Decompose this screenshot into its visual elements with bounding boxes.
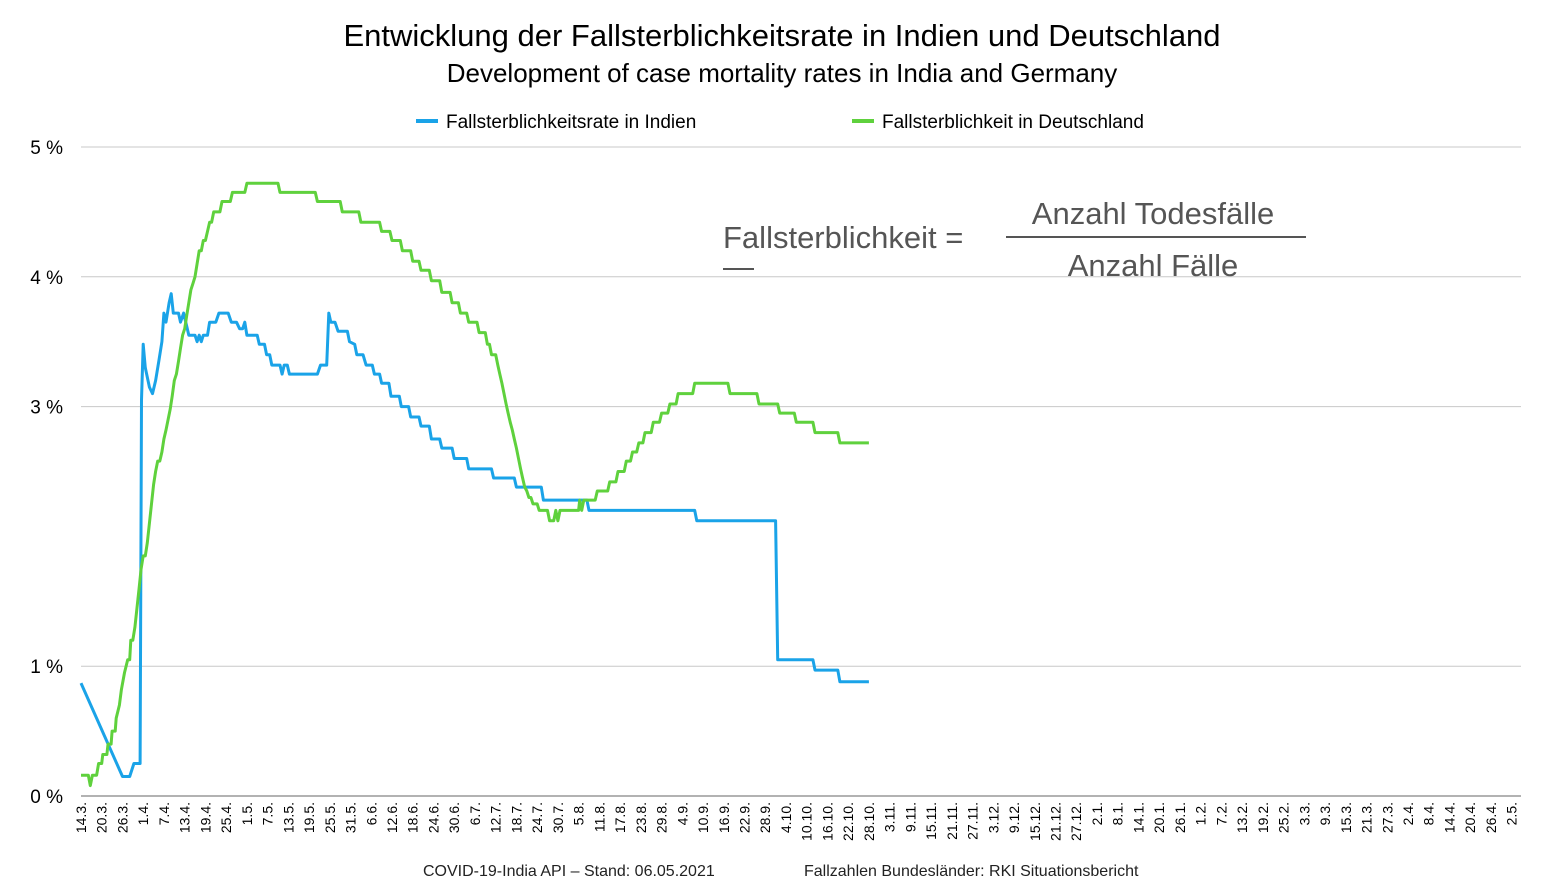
x-tick-label: 13.4. [177, 802, 193, 833]
x-tick-label: 23.8. [633, 802, 649, 833]
x-tick-label: 15.11. [923, 802, 939, 840]
x-tick-label: 20.1. [1151, 802, 1167, 833]
x-tick-label: 18.6. [405, 802, 421, 833]
x-tick-label: 31.5. [343, 802, 359, 833]
x-tick-label: 29.8. [654, 802, 670, 833]
y-tick-label: 5 % [30, 138, 63, 159]
x-tick-label: 28.10. [861, 802, 877, 841]
x-tick-label: 12.6. [384, 802, 400, 833]
x-tick-label: 3.3. [1296, 802, 1312, 825]
x-tick-label: 3.11. [882, 802, 898, 832]
series-line-germany [81, 181, 869, 788]
x-tick-label: 7.2. [1213, 802, 1229, 825]
x-tick-label: 13.2. [1234, 802, 1250, 833]
x-tick-label: 28.9. [757, 802, 773, 833]
x-tick-label: 2.5. [1504, 802, 1520, 825]
x-tick-label: 3.12. [985, 802, 1001, 833]
legend-label-germany: Fallsterblichkeit in Deutschland [882, 112, 1144, 133]
x-tick-label: 12.7. [488, 802, 504, 833]
x-tick-label: 8.1. [1110, 802, 1126, 825]
x-tick-label: 6.6. [363, 802, 379, 825]
x-tick-label: 5.8. [571, 802, 587, 825]
x-tick-label: 6.7. [467, 802, 483, 825]
x-tick-label: 10.10. [799, 802, 815, 841]
x-tick-label: 16.9. [716, 802, 732, 833]
x-tick-label: 9.11. [902, 802, 918, 832]
source-left: COVID-19-India API – Stand: 06.05.2021 [423, 863, 715, 880]
x-tick-label: 19.4. [197, 802, 213, 833]
x-tick-label: 21.12. [1048, 802, 1064, 841]
x-tick-label: 27.11. [965, 802, 981, 840]
y-axis: 0 % 1 % 3 % 4 % 5 % [30, 138, 63, 808]
x-tick-label: 7.5. [260, 802, 276, 825]
x-tick-label: 8.4. [1421, 802, 1437, 825]
x-tick-label: 21.3. [1359, 802, 1375, 833]
legend: Fallsterblichkeitsrate in Indien Fallste… [416, 112, 1144, 133]
x-tick-label: 16.10. [819, 802, 835, 841]
formula-denominator: Anzahl Fälle [1068, 248, 1239, 283]
x-tick-label: 25.4. [218, 802, 234, 833]
x-tick-label: 20.4. [1462, 802, 1478, 833]
formula-annotation: Fallsterblichkeit = — Anzahl Todesfälle … [723, 196, 1306, 284]
x-tick-label: 30.6. [446, 802, 462, 833]
legend-label-india: Fallsterblichkeitsrate in Indien [446, 112, 696, 133]
x-tick-label: 14.3. [73, 802, 89, 833]
x-tick-label: 10.9. [695, 802, 711, 833]
x-tick-label: 9.3. [1317, 802, 1333, 825]
x-tick-label: 14.4. [1441, 802, 1457, 833]
chart-subtitle: Development of case mortality rates in I… [446, 58, 1118, 88]
x-tick-label: 30.7. [550, 802, 566, 833]
y-tick-label: 4 % [30, 268, 63, 289]
x-tick-label: 27.12. [1068, 802, 1084, 841]
source-right: Fallzahlen Bundesländer: RKI Situationsb… [804, 863, 1139, 880]
x-tick-label: 24.6. [425, 802, 441, 833]
x-tick-label: 26.3. [114, 802, 130, 833]
x-tick-label: 15.12. [1027, 802, 1043, 841]
x-tick-label: 25.5. [322, 802, 338, 833]
x-tick-label: 13.5. [280, 802, 296, 833]
y-tick-label: 3 % [30, 398, 63, 419]
x-tick-label: 11.8. [591, 802, 607, 832]
series-lines [79, 181, 869, 788]
x-tick-label: 4.10. [778, 802, 794, 833]
x-tick-label: 26.1. [1172, 802, 1188, 833]
x-tick-label: 20.3. [94, 802, 110, 833]
x-tick-label: 27.3. [1379, 802, 1395, 833]
x-tick-label: 26.4. [1483, 802, 1499, 833]
x-tick-label: 2.1. [1089, 802, 1105, 825]
formula-dash: — [723, 249, 754, 284]
formula-lhs: Fallsterblichkeit = [723, 220, 963, 255]
chart-title: Entwicklung der Fallsterblichkeitsrate i… [343, 18, 1221, 53]
x-tick-label: 24.7. [529, 802, 545, 833]
x-tick-label: 1.5. [239, 802, 255, 825]
x-tick-label: 1.4. [135, 802, 151, 825]
formula-numerator: Anzahl Todesfälle [1032, 196, 1274, 231]
x-tick-label: 14.1. [1130, 802, 1146, 833]
y-tick-label: 1 % [30, 657, 63, 678]
x-tick-label: 22.9. [736, 802, 752, 833]
x-tick-label: 9.12. [1006, 802, 1022, 833]
x-tick-label: 17.8. [612, 802, 628, 833]
x-tick-label: 19.2. [1255, 802, 1271, 833]
x-tick-label: 1.2. [1193, 802, 1209, 825]
gridlines [81, 146, 1521, 797]
x-tick-label: 2.4. [1400, 802, 1416, 825]
x-axis: 14.3. 20.3. 26.3. 1.4. 7.4. 13.4. 19.4. 25.4. 1.… [73, 802, 1520, 841]
series-line-india [79, 292, 869, 778]
x-tick-label: 4.9. [674, 802, 690, 825]
x-tick-label: 15.3. [1338, 802, 1354, 833]
x-tick-label: 22.10. [840, 802, 856, 841]
x-tick-label: 19.5. [301, 802, 317, 833]
y-tick-label: 0 % [30, 787, 63, 808]
x-tick-label: 7.4. [156, 802, 172, 825]
x-tick-label: 21.11. [944, 802, 960, 840]
x-tick-label: 18.7. [508, 802, 524, 833]
x-tick-label: 25.2. [1276, 802, 1292, 833]
